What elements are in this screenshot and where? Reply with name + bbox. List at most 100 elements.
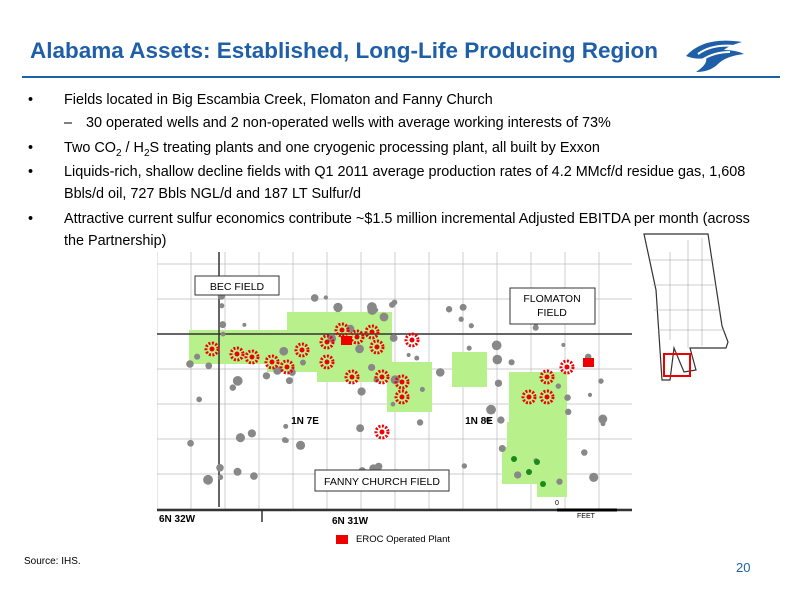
text-part: / H (121, 140, 144, 156)
township-label: 1N 7E (291, 416, 319, 427)
map-symbol (564, 394, 571, 401)
map-symbol (435, 368, 445, 377)
map-symbol (294, 342, 310, 358)
map-symbol (281, 437, 288, 443)
map-symbol (234, 351, 240, 357)
bullet: • Attractive current sulfur economics con… (28, 208, 768, 252)
map-symbol (461, 463, 468, 469)
source-note: Source: IHS. (24, 556, 81, 567)
map-symbol (468, 323, 474, 329)
map-symbol (565, 408, 572, 416)
map-symbol (559, 359, 575, 375)
map-symbol (404, 332, 420, 348)
map-symbol (279, 346, 289, 356)
field-map: BEC FIELD FLOMATON FIELD 1N 7E 1N 8E FAN… (157, 252, 632, 527)
map-symbol (414, 355, 420, 361)
map-symbol (217, 474, 224, 480)
map-label: BEC FIELD (210, 281, 265, 293)
map-symbol (357, 387, 366, 396)
map-symbol (555, 383, 562, 389)
map-symbol (394, 374, 410, 390)
map-symbol (544, 394, 550, 400)
map-symbol (498, 444, 506, 452)
bullet-text: 30 operated wells and 2 non-operated wel… (86, 115, 611, 131)
map-symbol (187, 439, 194, 447)
text-part: S treating plants and one cryogenic proc… (149, 140, 600, 156)
map-symbol (247, 429, 256, 438)
map-symbol (344, 369, 360, 385)
map-symbol (203, 474, 213, 485)
map-symbol (561, 342, 566, 347)
bullet: • Fields located in Big Escambia Creek, F… (28, 89, 768, 111)
map-symbol (598, 378, 604, 384)
bullet: • Liquids-rich, shallow decline fields wi… (28, 161, 768, 205)
map-symbol (233, 467, 242, 476)
map-symbol (539, 369, 555, 385)
map-symbol (494, 379, 503, 387)
map-symbol (283, 423, 289, 429)
state-map (643, 233, 729, 381)
map-symbol (556, 478, 563, 485)
map-symbol (369, 339, 385, 355)
map-symbol (364, 324, 380, 340)
map-symbol (354, 334, 360, 340)
map-symbol (389, 301, 396, 308)
map-symbol (389, 334, 398, 342)
map-symbol (310, 294, 319, 302)
map-symbol (466, 345, 472, 351)
map-symbol (285, 377, 293, 385)
map-symbol (581, 449, 588, 456)
title-rule (22, 76, 780, 78)
map-symbol (269, 359, 275, 365)
map-symbol (485, 417, 491, 423)
map-symbol (379, 374, 385, 380)
scale-label: FEET (577, 513, 596, 520)
text-part: Two CO (64, 140, 116, 156)
map-symbol (355, 344, 364, 354)
map-symbol (204, 341, 220, 357)
map-symbol (300, 359, 306, 366)
township-label: 6N 32W (159, 514, 196, 525)
map-symbol (319, 354, 335, 370)
scale-label: 0 (555, 500, 559, 507)
map-symbol (235, 433, 245, 443)
map-symbol (539, 389, 555, 405)
township-label: 1N 8E (465, 416, 493, 427)
map-symbol (356, 424, 365, 433)
map-symbol (229, 384, 237, 391)
subscript: 2 (143, 147, 150, 159)
map-symbol (244, 349, 260, 365)
map-symbol (220, 331, 226, 337)
map-symbol (232, 375, 243, 386)
map-symbol (587, 392, 593, 397)
map-symbol (419, 386, 425, 392)
map-symbol (369, 329, 375, 335)
map-symbol (564, 364, 570, 370)
legend-swatch (336, 535, 348, 544)
map-symbol (319, 334, 335, 350)
map-label: FLOMATON (523, 293, 580, 305)
map-symbol (366, 302, 377, 313)
map-symbol (219, 303, 225, 309)
map-symbol (589, 472, 599, 482)
map-symbol (205, 362, 213, 370)
map-symbol (324, 339, 330, 345)
map-symbol (196, 396, 202, 403)
map-symbol (491, 340, 502, 351)
map-symbol (374, 424, 390, 440)
map-symbol (399, 394, 405, 400)
map-symbol (264, 354, 280, 370)
map-symbol (445, 306, 453, 313)
map-symbol (399, 379, 405, 385)
map-symbol (339, 327, 345, 333)
map-symbol (250, 472, 258, 480)
map-symbol (406, 352, 411, 358)
township-label: 6N 31W (332, 516, 369, 527)
map-symbol (409, 337, 415, 343)
map-symbol (219, 321, 227, 329)
bullet-text: Two CO2 / H2S treating plants and one cr… (64, 137, 768, 165)
map-symbol (508, 359, 515, 366)
map-symbol (459, 303, 467, 311)
map-symbol (284, 364, 290, 370)
